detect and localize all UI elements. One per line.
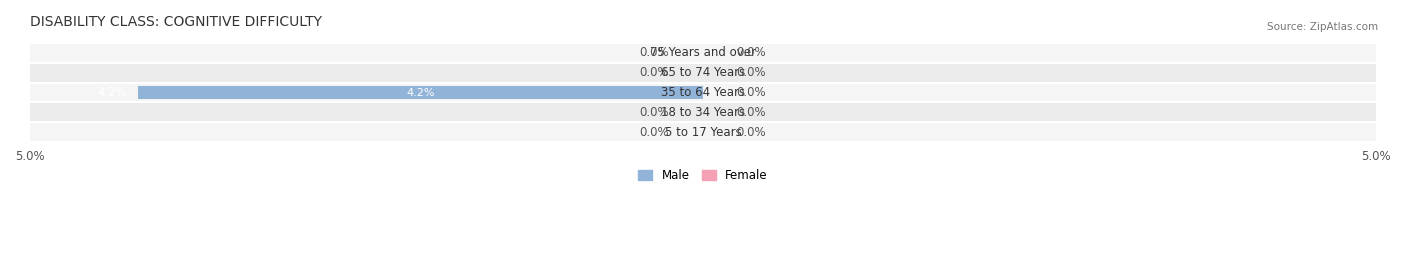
Text: 0.0%: 0.0% <box>640 66 669 79</box>
Text: 35 to 64 Years: 35 to 64 Years <box>661 86 745 99</box>
Text: Source: ZipAtlas.com: Source: ZipAtlas.com <box>1267 22 1378 31</box>
Text: 4.2%: 4.2% <box>97 86 127 99</box>
Bar <box>30 123 1376 141</box>
Text: 0.0%: 0.0% <box>640 46 669 59</box>
Bar <box>30 44 1376 62</box>
Bar <box>30 84 1376 101</box>
Text: 0.0%: 0.0% <box>737 126 766 139</box>
Text: 0.0%: 0.0% <box>640 126 669 139</box>
Bar <box>138 86 703 99</box>
Text: DISABILITY CLASS: COGNITIVE DIFFICULTY: DISABILITY CLASS: COGNITIVE DIFFICULTY <box>30 15 322 29</box>
Text: 4.2%: 4.2% <box>406 87 434 98</box>
Text: 0.0%: 0.0% <box>737 86 766 99</box>
Text: 0.0%: 0.0% <box>737 66 766 79</box>
Text: 65 to 74 Years: 65 to 74 Years <box>661 66 745 79</box>
Legend: Male, Female: Male, Female <box>634 164 772 187</box>
Text: 0.0%: 0.0% <box>737 46 766 59</box>
Bar <box>30 64 1376 82</box>
Text: 5 to 17 Years: 5 to 17 Years <box>665 126 741 139</box>
Text: 0.0%: 0.0% <box>640 106 669 119</box>
Text: 18 to 34 Years: 18 to 34 Years <box>661 106 745 119</box>
Text: 75 Years and over: 75 Years and over <box>650 46 756 59</box>
Text: 0.0%: 0.0% <box>737 106 766 119</box>
Bar <box>30 104 1376 121</box>
